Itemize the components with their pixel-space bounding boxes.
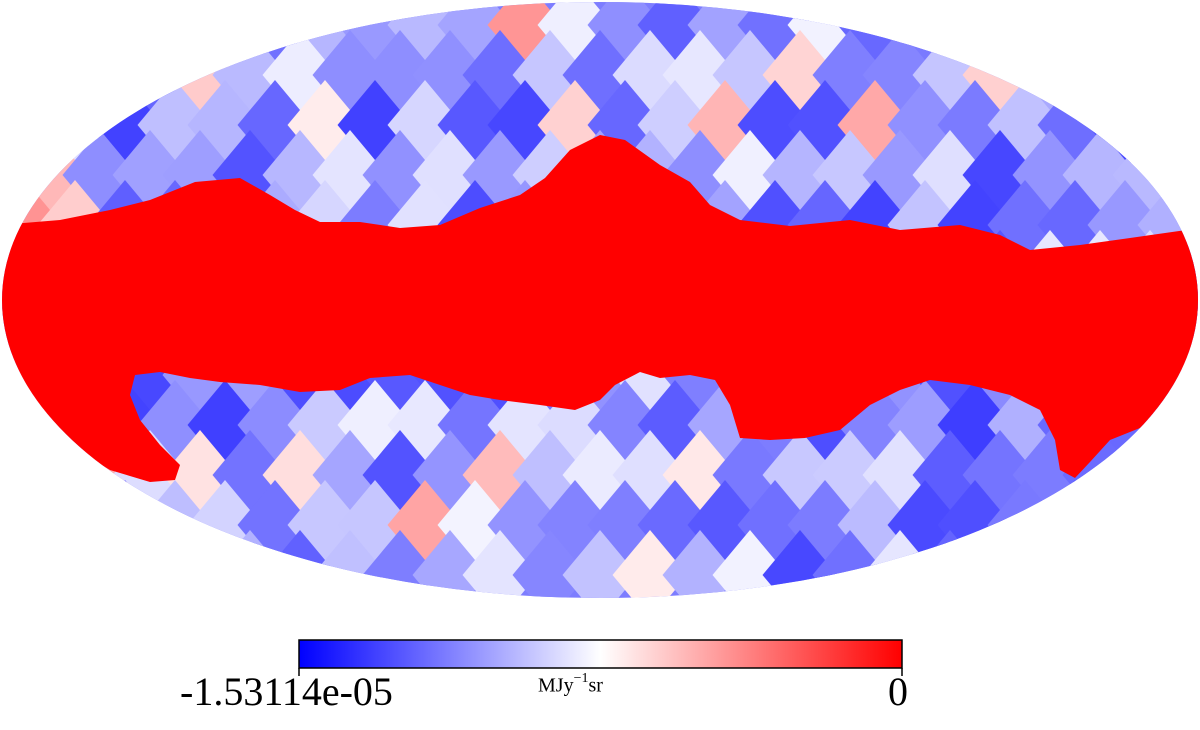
healpix-tile (62, 530, 138, 598)
healpix-tile (12, 530, 88, 598)
healpix-tile (1112, 530, 1188, 598)
healpix-tile (2, 2, 63, 70)
healpix-tile (162, 530, 238, 598)
colorbar (298, 639, 903, 676)
healpix-tile (1137, 2, 1198, 70)
healpix-tile (1162, 130, 1198, 220)
healpix-tile (1162, 530, 1198, 598)
healpix-tile (1087, 480, 1163, 570)
healpix-tile (112, 530, 188, 598)
colorbar-min-label: -1.53114e-05 (180, 669, 393, 714)
healpix-tile (62, 30, 138, 120)
unit-exponent: −1 (573, 671, 589, 686)
healpix-tile (1062, 530, 1138, 598)
mollweide-sky-map (2, 2, 1198, 598)
healpix-tile (1112, 30, 1188, 120)
healpix-tile (987, 2, 1063, 70)
colorbar-unit-label: MJy−1sr (538, 671, 603, 697)
healpix-tile (962, 530, 1038, 598)
colorbar-max-label: 0 (888, 669, 908, 714)
healpix-tile (2, 480, 63, 570)
healpix-tile (1037, 2, 1113, 70)
healpix-tile (2, 80, 63, 170)
healpix-tile (137, 2, 213, 70)
unit-tail: sr (588, 674, 603, 697)
healpix-tile (37, 480, 113, 570)
colorbar-gradient (298, 639, 903, 669)
healpix-tile (562, 530, 638, 598)
healpix-tile (1012, 530, 1088, 598)
healpix-tile (1137, 480, 1198, 570)
healpix-tile (1137, 80, 1198, 170)
healpix-tile (1062, 30, 1138, 120)
healpix-tile (87, 2, 163, 70)
healpix-tile (1162, 30, 1198, 120)
healpix-tile (37, 2, 113, 70)
galactic-plane-mask (2, 135, 1198, 482)
unit-base: MJy (538, 674, 574, 697)
healpix-tile (1162, 430, 1198, 520)
healpix-tile (12, 30, 88, 120)
healpix-tile (1087, 2, 1163, 70)
